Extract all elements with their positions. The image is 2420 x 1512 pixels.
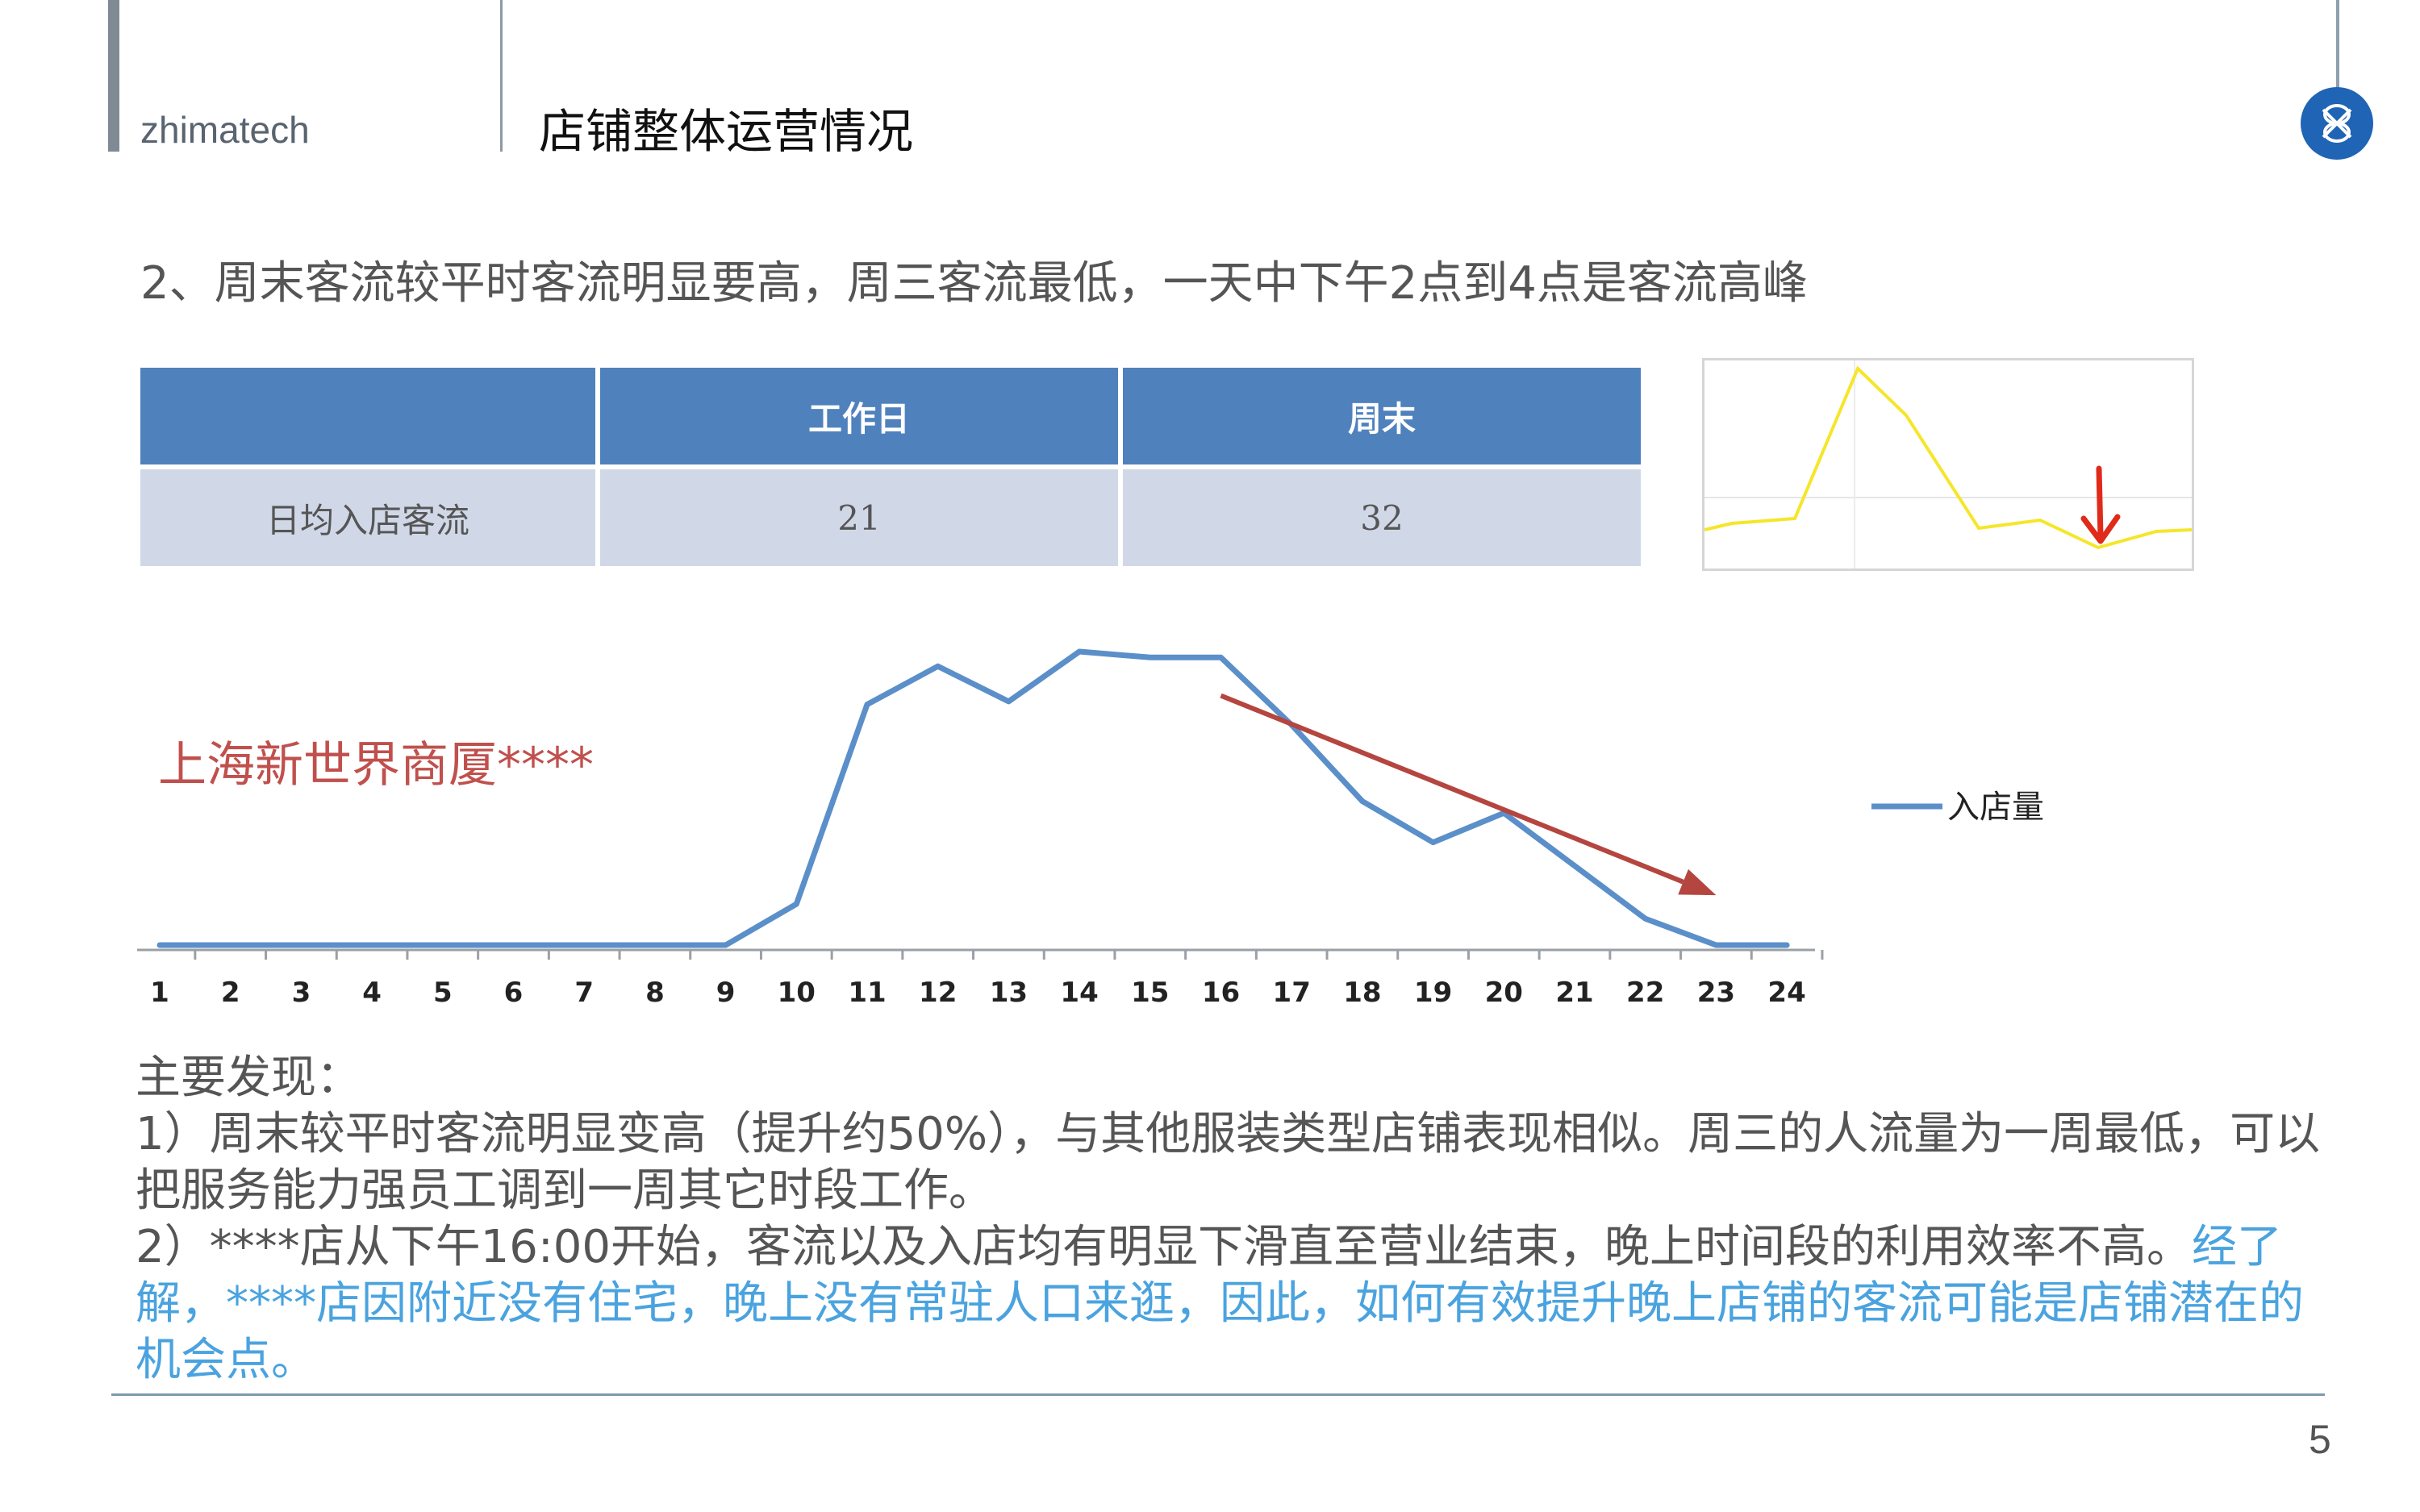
title-divider (500, 0, 503, 152)
red-down-arrow-icon (2080, 465, 2121, 544)
x-tick-label: 8 (645, 977, 665, 1009)
x-tick-label: 23 (1697, 977, 1735, 1009)
weekday-value: 21 (600, 469, 1118, 566)
x-tick-label: 20 (1485, 977, 1523, 1009)
x-tick-label: 18 (1343, 977, 1381, 1009)
table-row: 日均入店客流 21 32 (140, 469, 1641, 566)
x-tick-label: 17 (1273, 977, 1311, 1009)
bottom-rule (111, 1393, 2325, 1396)
x-tick-label: 4 (362, 977, 382, 1009)
knot-logo-icon (2301, 87, 2373, 160)
x-tick-label: 6 (504, 977, 524, 1009)
findings-section: 主要发现： 1）周末较平时客流明显变高（提升约50%），与其他服装类型店铺表现相… (136, 1050, 2330, 1389)
series-line-入店量 (156, 648, 1790, 948)
table-header-weekend: 周末 (1123, 368, 1641, 464)
x-tick-label: 12 (919, 977, 957, 1009)
x-tick-label: 7 (574, 977, 594, 1009)
x-tick-label: 11 (848, 977, 886, 1009)
x-tick-label: 2 (221, 977, 240, 1009)
weekend-value: 32 (1123, 469, 1641, 566)
findings-heading: 主要发现： (136, 1052, 361, 1104)
thumb-series-line (1704, 365, 2193, 550)
table-header-cell (140, 368, 595, 464)
trend-arrow-head (1678, 868, 1717, 896)
page-title: 店铺整体运营情况 (539, 104, 914, 159)
traffic-summary-table: 工作日 周末 日均入店客流 21 32 (136, 363, 1646, 571)
x-tick-label: 19 (1414, 977, 1452, 1009)
legend-label: 入店量 (1947, 789, 2044, 826)
x-tick-label: 10 (778, 977, 816, 1009)
x-tick-label: 14 (1060, 977, 1098, 1009)
finding-1: 1）周末较平时客流明显变高（提升约50%），与其他服装类型店铺表现相似。周三的人… (136, 1108, 2321, 1217)
x-tick-label: 13 (990, 977, 1028, 1009)
weekly-thumbnail-chart (1702, 358, 2194, 571)
x-tick-label: 9 (716, 977, 736, 1009)
x-tick-label: 5 (433, 977, 453, 1009)
brand-name: zhimatech (140, 109, 310, 151)
x-tick-label: 24 (1767, 977, 1805, 1009)
legend: 入店量 (1871, 789, 2044, 826)
x-tick-label: 21 (1555, 977, 1593, 1009)
finding-2: 2）****店从下午16:00开始，客流以及入店均有明显下滑直至营业结束，晚上时… (136, 1219, 2330, 1389)
row-label: 日均入店客流 (140, 469, 595, 566)
trend-arrow-line (1220, 693, 1684, 885)
headline: 2、周末客流较平时客流明显要高，周三客流最低，一天中下午2点到4点是客流高峰 (140, 257, 1808, 310)
x-tick-label: 22 (1626, 977, 1664, 1009)
hourly-traffic-chart: 1 2 3 4 5 6 7 8 9 10 11 12 13 14 15 16 17 18 19 20 21 22 23 24 … (137, 648, 2044, 1009)
x-tick-label: 15 (1131, 977, 1169, 1009)
table-header-weekday: 工作日 (600, 368, 1118, 464)
store-label: 上海新世界商厦**** (158, 737, 594, 793)
x-tick-label: 3 (292, 977, 311, 1009)
logo-hanger-line (2336, 0, 2339, 89)
table-header-row: 工作日 周末 (140, 368, 1641, 464)
finding-2-text: 2）****店从下午16:00开始，客流以及入店均有明显下滑直至营业结束，晚上时… (136, 1221, 2193, 1273)
x-tick-label: 16 (1202, 977, 1240, 1009)
page-number: 5 (2309, 1417, 2331, 1462)
finding-2-highlight: 经了解，****店因附近没有住宅，晚上没有常驻人口来逛，因此，如何有效提升晚上店… (136, 1221, 2304, 1386)
x-tick-label: 1 (150, 977, 169, 1009)
header-accent-bar (108, 0, 119, 152)
